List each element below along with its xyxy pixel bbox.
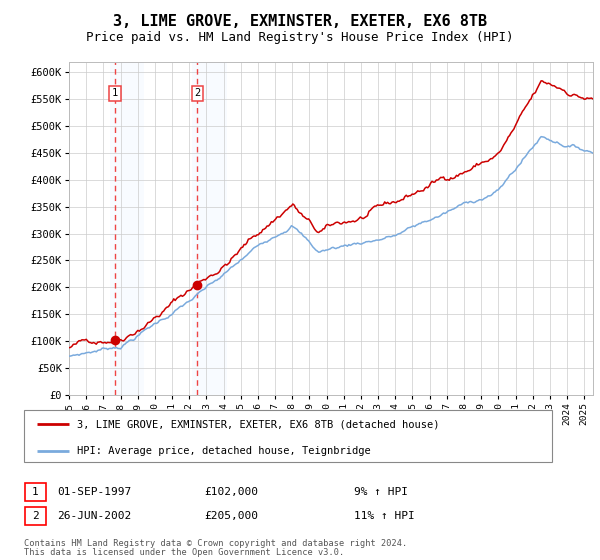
- Text: 01-SEP-1997: 01-SEP-1997: [57, 487, 131, 497]
- Text: 2: 2: [194, 88, 200, 98]
- Text: 9% ↑ HPI: 9% ↑ HPI: [354, 487, 408, 497]
- Text: This data is licensed under the Open Government Licence v3.0.: This data is licensed under the Open Gov…: [24, 548, 344, 557]
- Text: Price paid vs. HM Land Registry's House Price Index (HPI): Price paid vs. HM Land Registry's House …: [86, 31, 514, 44]
- Text: 3, LIME GROVE, EXMINSTER, EXETER, EX6 8TB (detached house): 3, LIME GROVE, EXMINSTER, EXETER, EX6 8T…: [77, 419, 439, 430]
- Bar: [110, 62, 144, 395]
- Text: 1: 1: [112, 88, 118, 98]
- Text: £102,000: £102,000: [204, 487, 258, 497]
- Text: 1: 1: [32, 487, 39, 497]
- Text: Contains HM Land Registry data © Crown copyright and database right 2024.: Contains HM Land Registry data © Crown c…: [24, 539, 407, 548]
- FancyBboxPatch shape: [25, 507, 46, 525]
- Text: 26-JUN-2002: 26-JUN-2002: [57, 511, 131, 521]
- Text: HPI: Average price, detached house, Teignbridge: HPI: Average price, detached house, Teig…: [77, 446, 371, 456]
- Text: 2: 2: [32, 511, 39, 521]
- FancyBboxPatch shape: [25, 483, 46, 501]
- FancyBboxPatch shape: [24, 410, 552, 462]
- Text: £205,000: £205,000: [204, 511, 258, 521]
- Text: 11% ↑ HPI: 11% ↑ HPI: [354, 511, 415, 521]
- Bar: [193, 62, 227, 395]
- Text: 3, LIME GROVE, EXMINSTER, EXETER, EX6 8TB: 3, LIME GROVE, EXMINSTER, EXETER, EX6 8T…: [113, 14, 487, 29]
